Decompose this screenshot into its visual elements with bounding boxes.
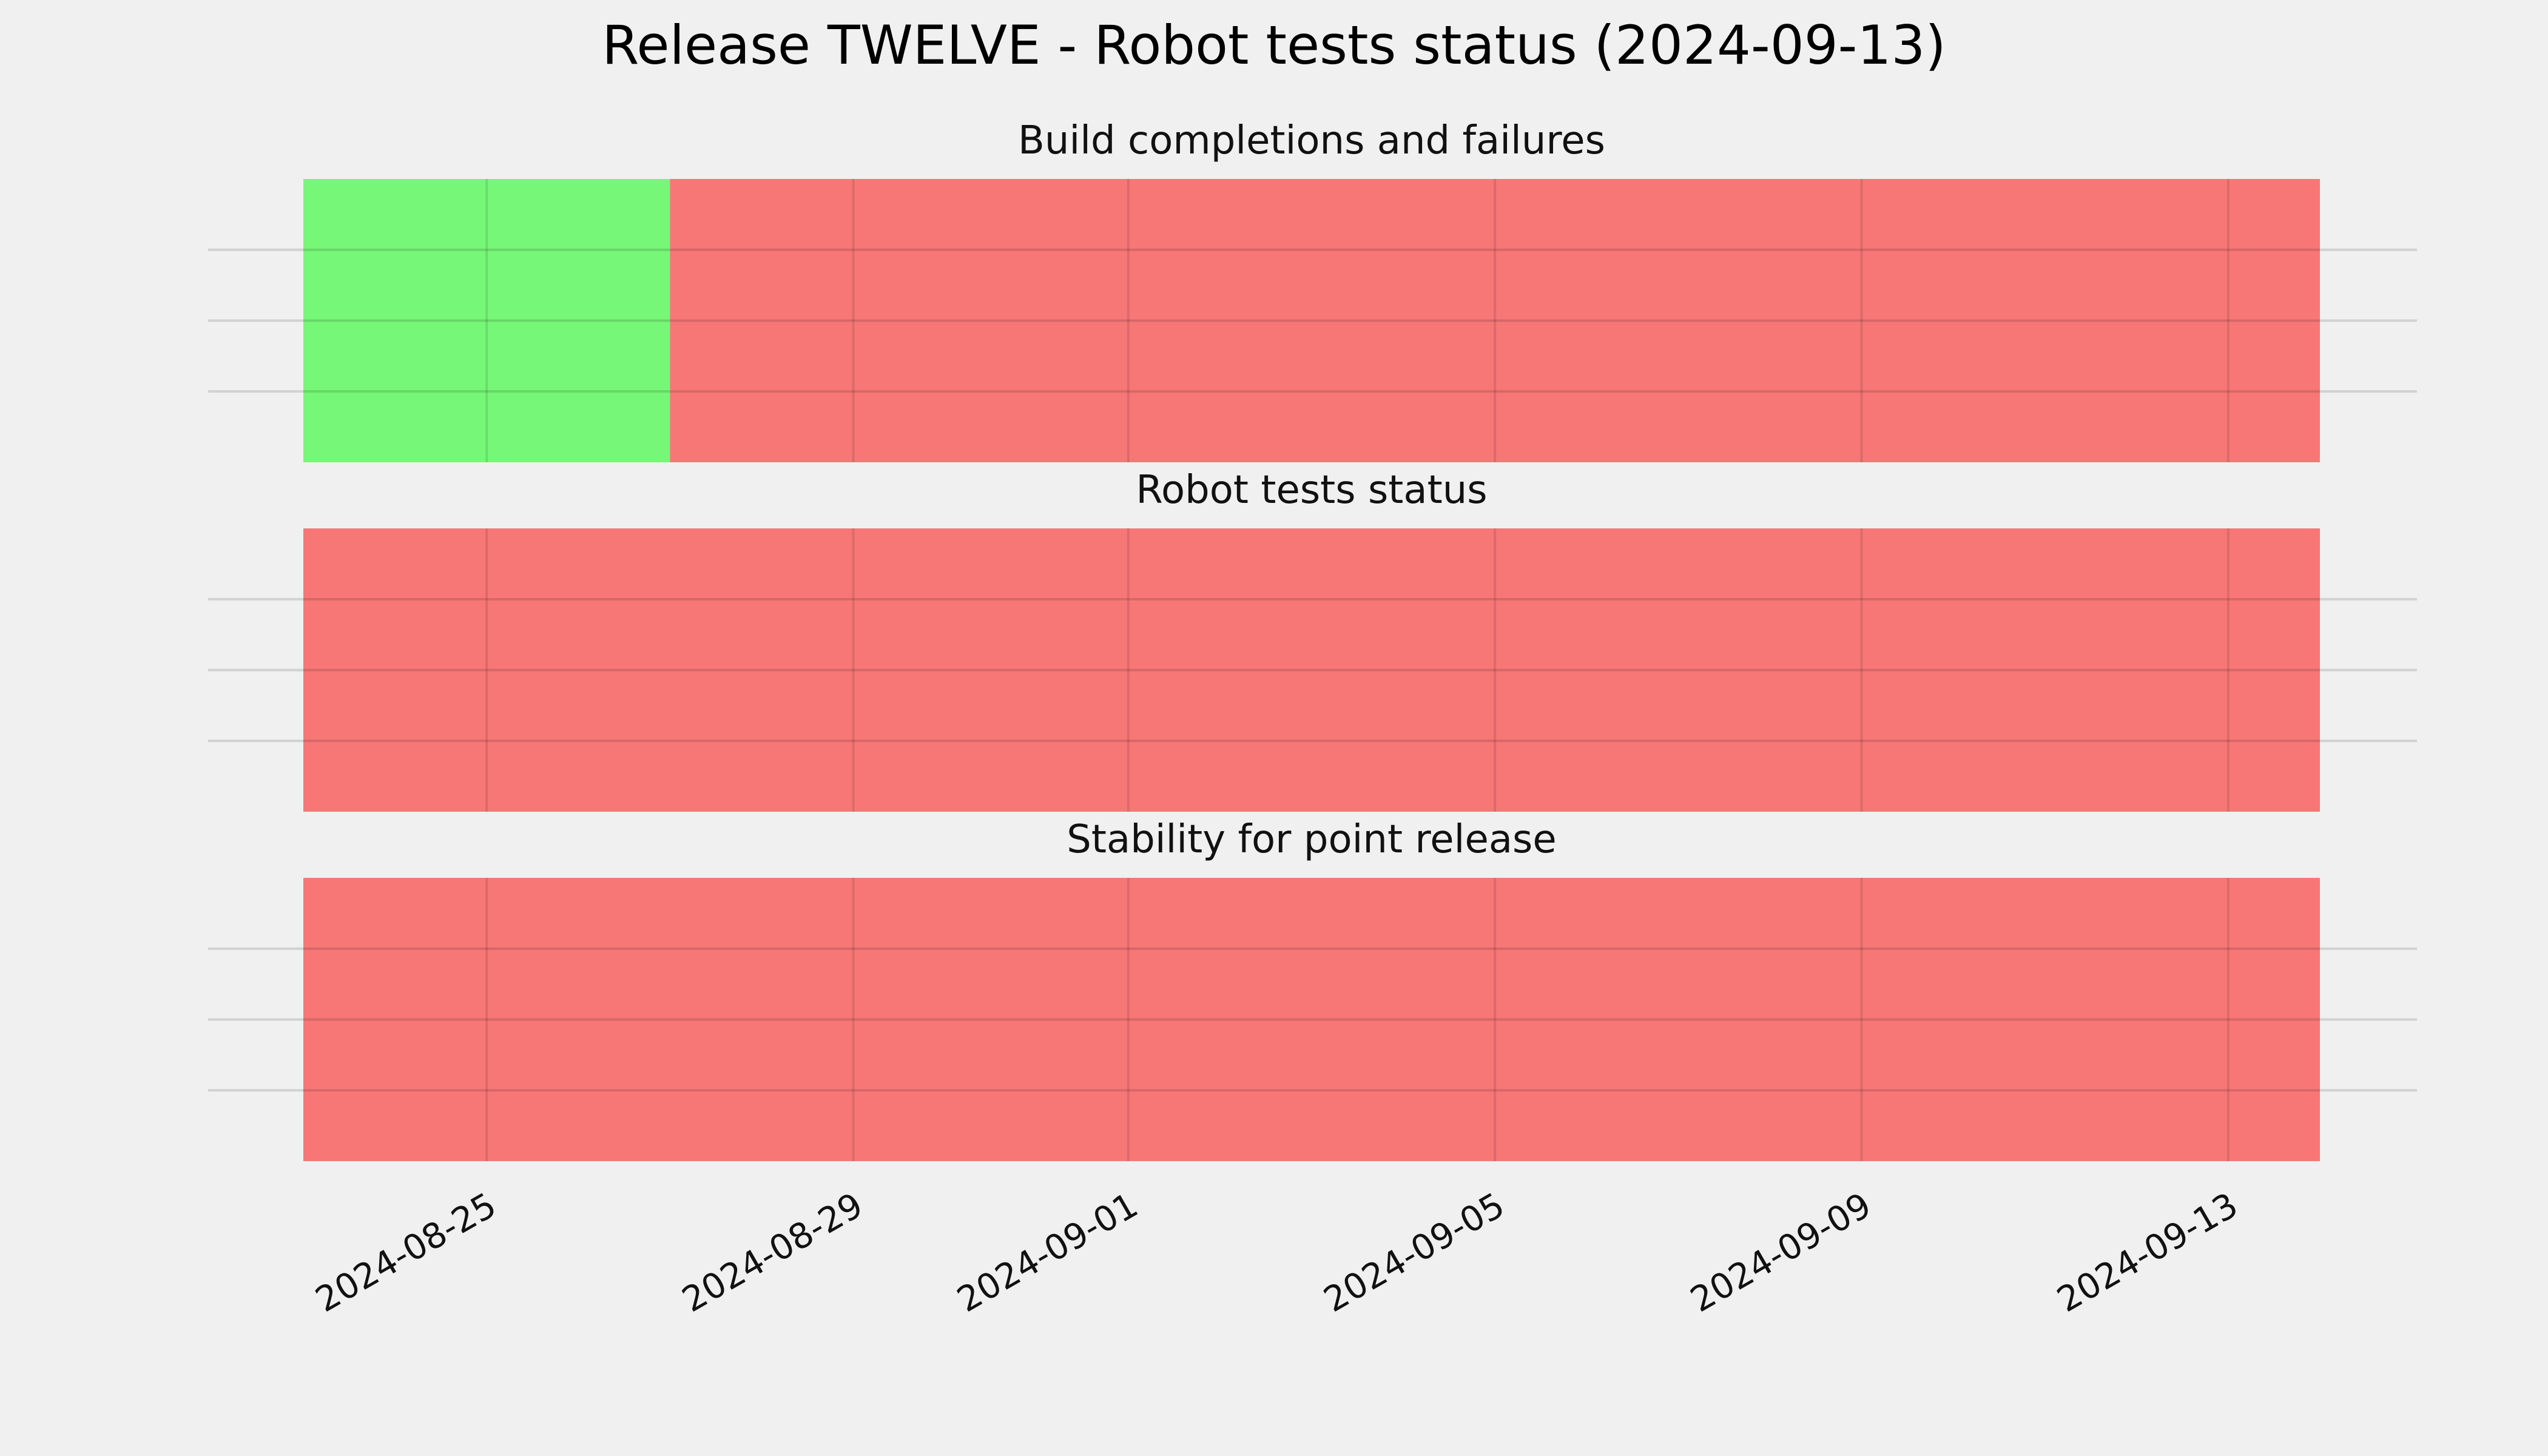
status-segment-success	[303, 179, 670, 462]
status-segment-failure	[303, 878, 2320, 1161]
status-segment-failure	[303, 528, 2320, 812]
panel-title: Robot tests status	[1136, 468, 1487, 513]
panel-title: Build completions and failures	[1018, 118, 1605, 163]
panel: Build completions and failures	[208, 118, 2417, 462]
figure-title: Release TWELVE - Robot tests status (202…	[602, 14, 1946, 76]
status-segment-failure	[670, 179, 2320, 462]
panel-title: Stability for point release	[1067, 817, 1557, 862]
panels: Build completions and failures Robot test…	[208, 118, 2417, 1161]
panel: Robot tests status	[208, 468, 2417, 812]
panel: Stability for point release	[208, 817, 2417, 1161]
